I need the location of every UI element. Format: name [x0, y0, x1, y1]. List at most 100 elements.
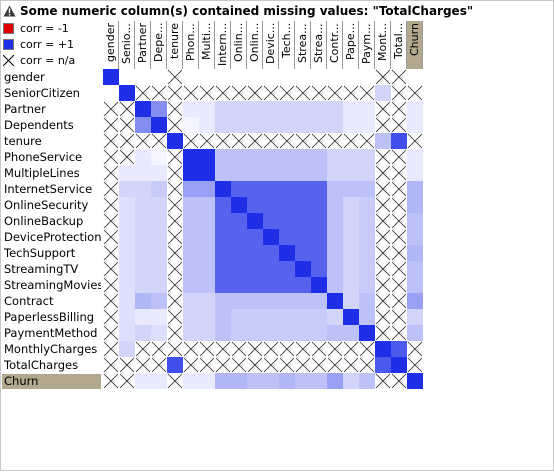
matrix-cell[interactable]: [311, 309, 327, 325]
matrix-cell[interactable]: [215, 149, 231, 165]
matrix-cell[interactable]: [295, 165, 311, 181]
matrix-cell[interactable]: [263, 197, 279, 213]
matrix-cell-na[interactable]: [215, 85, 231, 101]
row-label[interactable]: gender: [4, 70, 45, 84]
matrix-cell[interactable]: [407, 101, 423, 117]
matrix-cell[interactable]: [407, 181, 423, 197]
matrix-cell[interactable]: [279, 181, 295, 197]
matrix-cell[interactable]: [167, 357, 183, 373]
matrix-cell[interactable]: [247, 229, 263, 245]
matrix-cell[interactable]: [119, 229, 135, 245]
matrix-cell[interactable]: [343, 165, 359, 181]
matrix-cell[interactable]: [135, 309, 151, 325]
matrix-cell[interactable]: [151, 309, 167, 325]
matrix-cell-na[interactable]: [375, 149, 391, 165]
matrix-cell-na[interactable]: [391, 213, 407, 229]
matrix-cell-na[interactable]: [391, 325, 407, 341]
matrix-cell-na[interactable]: [167, 373, 183, 389]
matrix-cell[interactable]: [295, 373, 311, 389]
matrix-cell[interactable]: [359, 373, 375, 389]
row-label[interactable]: OnlineBackup: [4, 214, 84, 228]
matrix-cell-na[interactable]: [231, 357, 247, 373]
matrix-cell[interactable]: [215, 261, 231, 277]
matrix-cell[interactable]: [407, 325, 423, 341]
matrix-cell-na[interactable]: [167, 85, 183, 101]
matrix-cell[interactable]: [183, 293, 199, 309]
matrix-cell[interactable]: [263, 245, 279, 261]
matrix-cell[interactable]: [183, 165, 199, 181]
matrix-cell[interactable]: [247, 245, 263, 261]
matrix-cell-na[interactable]: [391, 165, 407, 181]
matrix-cell[interactable]: [135, 261, 151, 277]
matrix-cell[interactable]: [103, 69, 119, 85]
matrix-cell-na[interactable]: [327, 85, 343, 101]
matrix-cell[interactable]: [247, 149, 263, 165]
matrix-cell[interactable]: [231, 149, 247, 165]
row-label[interactable]: MultipleLines: [4, 166, 80, 180]
matrix-cell-na[interactable]: [167, 213, 183, 229]
matrix-cell-na[interactable]: [263, 341, 279, 357]
matrix-cell[interactable]: [135, 277, 151, 293]
matrix-cell[interactable]: [151, 165, 167, 181]
matrix-cell-na[interactable]: [167, 245, 183, 261]
matrix-cell[interactable]: [327, 309, 343, 325]
matrix-cell[interactable]: [311, 69, 327, 85]
matrix-cell[interactable]: [263, 277, 279, 293]
matrix-cell[interactable]: [247, 117, 263, 133]
matrix-cell[interactable]: [407, 213, 423, 229]
matrix-cell-na[interactable]: [119, 117, 135, 133]
matrix-cell-na[interactable]: [391, 245, 407, 261]
matrix-cell[interactable]: [263, 117, 279, 133]
matrix-cell[interactable]: [391, 341, 407, 357]
matrix-cell-na[interactable]: [311, 341, 327, 357]
matrix-cell-na[interactable]: [327, 133, 343, 149]
row-label[interactable]: TechSupport: [4, 246, 76, 260]
matrix-cell[interactable]: [311, 197, 327, 213]
matrix-cell-na[interactable]: [263, 85, 279, 101]
matrix-cell[interactable]: [343, 245, 359, 261]
matrix-cell[interactable]: [295, 69, 311, 85]
matrix-cell[interactable]: [359, 197, 375, 213]
matrix-cell-na[interactable]: [375, 245, 391, 261]
matrix-cell[interactable]: [407, 309, 423, 325]
matrix-cell-na[interactable]: [295, 85, 311, 101]
matrix-cell[interactable]: [279, 165, 295, 181]
matrix-cell[interactable]: [119, 341, 135, 357]
matrix-cell[interactable]: [327, 213, 343, 229]
matrix-cell[interactable]: [215, 165, 231, 181]
matrix-cell[interactable]: [279, 229, 295, 245]
matrix-cell[interactable]: [327, 165, 343, 181]
matrix-cell-na[interactable]: [343, 133, 359, 149]
matrix-cell[interactable]: [231, 293, 247, 309]
matrix-cell[interactable]: [343, 261, 359, 277]
matrix-cell[interactable]: [359, 101, 375, 117]
matrix-cell[interactable]: [151, 181, 167, 197]
matrix-cell-na[interactable]: [167, 293, 183, 309]
matrix-cell-na[interactable]: [279, 133, 295, 149]
matrix-cell-na[interactable]: [167, 309, 183, 325]
matrix-cell-na[interactable]: [359, 341, 375, 357]
matrix-cell[interactable]: [311, 117, 327, 133]
matrix-cell-na[interactable]: [167, 69, 183, 85]
matrix-cell[interactable]: [135, 373, 151, 389]
matrix-cell[interactable]: [199, 309, 215, 325]
matrix-cell[interactable]: [279, 277, 295, 293]
matrix-cell[interactable]: [247, 165, 263, 181]
matrix-cell[interactable]: [135, 165, 151, 181]
matrix-cell-na[interactable]: [407, 133, 423, 149]
row-label[interactable]: PhoneService: [4, 150, 83, 164]
matrix-cell[interactable]: [199, 229, 215, 245]
matrix-cell-na[interactable]: [407, 357, 423, 373]
matrix-cell[interactable]: [151, 229, 167, 245]
matrix-cell[interactable]: [407, 245, 423, 261]
matrix-cell-na[interactable]: [135, 341, 151, 357]
matrix-cell-na[interactable]: [391, 197, 407, 213]
matrix-cell[interactable]: [183, 117, 199, 133]
matrix-cell-na[interactable]: [215, 133, 231, 149]
matrix-cell[interactable]: [199, 213, 215, 229]
matrix-cell[interactable]: [359, 213, 375, 229]
matrix-cell[interactable]: [183, 309, 199, 325]
matrix-cell-na[interactable]: [167, 149, 183, 165]
matrix-cell[interactable]: [327, 101, 343, 117]
matrix-cell[interactable]: [247, 309, 263, 325]
